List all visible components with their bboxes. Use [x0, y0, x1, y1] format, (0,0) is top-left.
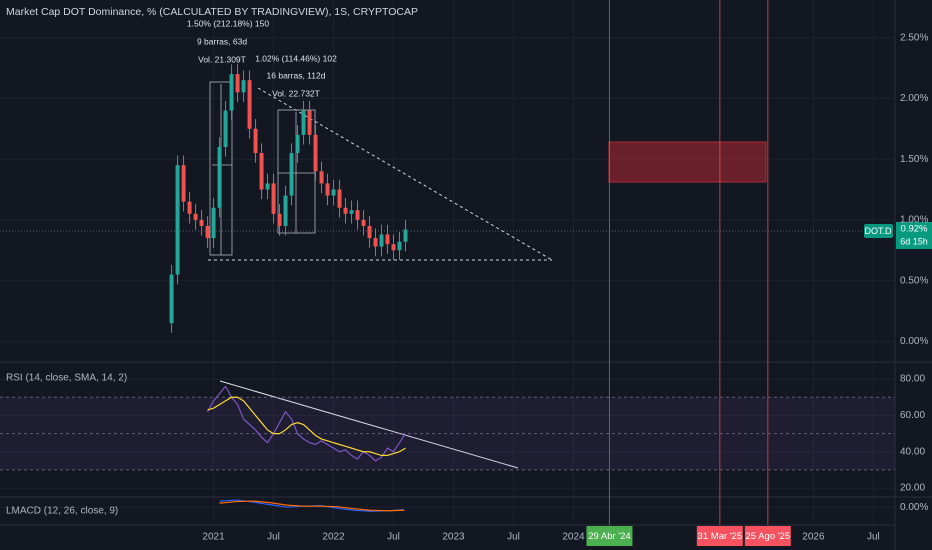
candle-body: [301, 110, 306, 135]
candle-body: [367, 225, 372, 239]
rsi-band-fill: [0, 397, 895, 470]
candle-body: [259, 153, 264, 190]
x-tick-label: Jul: [507, 532, 520, 543]
event-label: 25 Ago '25: [746, 531, 791, 542]
candle-body: [235, 74, 240, 93]
x-tick-label: 2022: [322, 532, 345, 543]
measure-box: [277, 109, 316, 234]
candle-body: [283, 195, 288, 226]
candle-body: [187, 201, 192, 214]
event-badge: [696, 526, 743, 546]
candle-body: [265, 183, 270, 190]
candle-body: [247, 80, 252, 129]
price-badge: [896, 222, 932, 249]
candle-body: [217, 146, 222, 208]
y-tick-label: 40.00: [900, 446, 925, 457]
y-tick-label: 20.00: [900, 483, 925, 494]
y-tick-label: 2.50%: [900, 32, 928, 43]
candle-body: [181, 165, 186, 202]
candle-body: [373, 238, 378, 247]
symbol-badge-text: DOT.D: [865, 226, 893, 236]
candle-body: [223, 110, 228, 147]
event-badge: [586, 526, 633, 546]
event-badge: [744, 526, 791, 546]
y-tick-label: 2.00%: [900, 93, 928, 104]
candle-body: [343, 207, 348, 214]
candle-body: [241, 80, 246, 93]
indicator-line: [207, 385, 407, 462]
candle-body: [205, 225, 210, 239]
candle-body: [307, 110, 312, 135]
y-tick-label: 60.00: [900, 410, 925, 421]
measure-label: 16 barras, 112d: [267, 70, 326, 80]
candle-body: [271, 183, 276, 214]
rsi-trendline: [219, 380, 519, 469]
candle-body: [355, 210, 360, 220]
candle-body: [391, 244, 396, 251]
candle-body: [337, 189, 342, 208]
candle-body: [385, 234, 390, 245]
measure-label: Vol. 21.309T: [198, 54, 246, 64]
candle-body: [361, 219, 366, 226]
y-tick-label: 80.00: [900, 374, 925, 385]
x-tick-label: Jul: [867, 532, 880, 543]
trendline: [257, 87, 553, 261]
candle-body: [313, 134, 318, 172]
event-label: 29 Abr '24: [588, 531, 631, 542]
measure-label: 9 barras, 63d: [197, 36, 247, 46]
y-tick-label: 1.50%: [900, 154, 928, 165]
x-tick-label: 2021: [202, 532, 225, 543]
candle-body: [379, 234, 384, 247]
candle-body: [319, 171, 324, 184]
candle-body: [295, 134, 300, 154]
event-label: 31 Mar '25: [698, 531, 743, 542]
candle-body: [193, 213, 198, 220]
x-tick-label: 2023: [442, 532, 465, 543]
macd-title: LMACD (12, 26, close, 9): [6, 506, 118, 517]
x-tick-label: Jul: [267, 532, 280, 543]
measure-label: 1.02% (114.46%) 102: [255, 53, 337, 63]
candle-body: [169, 274, 174, 324]
indicator-line: [207, 396, 406, 456]
candle-body: [199, 219, 204, 226]
candle-body: [211, 207, 216, 239]
rsi-title: RSI (14, close, SMA, 14, 2): [6, 373, 127, 384]
candle-body: [289, 153, 294, 196]
candle-body: [397, 241, 402, 251]
candle-body: [331, 189, 336, 196]
x-tick-label: 2024: [562, 532, 585, 543]
symbol-badge: [864, 224, 893, 238]
y-tick-label: 1.00%: [900, 215, 928, 226]
candle-body: [349, 210, 354, 214]
candle-body: [325, 183, 330, 196]
y-tick-label: 0.50%: [900, 275, 928, 286]
x-tick-label: Jul: [387, 532, 400, 543]
candle-body: [175, 165, 180, 275]
measure-label: Vol. 22.732T: [272, 88, 320, 98]
zone-rect: [608, 141, 767, 183]
y-tick-label: 0.00%: [900, 502, 928, 513]
indicator-line: [219, 500, 405, 512]
candle-body: [403, 229, 408, 242]
y-tick-label: 0.00%: [900, 336, 928, 347]
grid: [0, 0, 895, 525]
chart-title: Market Cap DOT Dominance, % (CALCULATED …: [6, 6, 418, 18]
candle-body: [229, 74, 234, 111]
measure-label: 1.50% (212.18%) 150: [187, 18, 269, 28]
countdown-text: 6d 15h: [900, 236, 928, 246]
candle-body: [277, 213, 282, 226]
price-badge-text: 0.92%: [901, 224, 928, 235]
candle-body: [253, 128, 258, 154]
x-tick-label: 2026: [802, 532, 825, 543]
